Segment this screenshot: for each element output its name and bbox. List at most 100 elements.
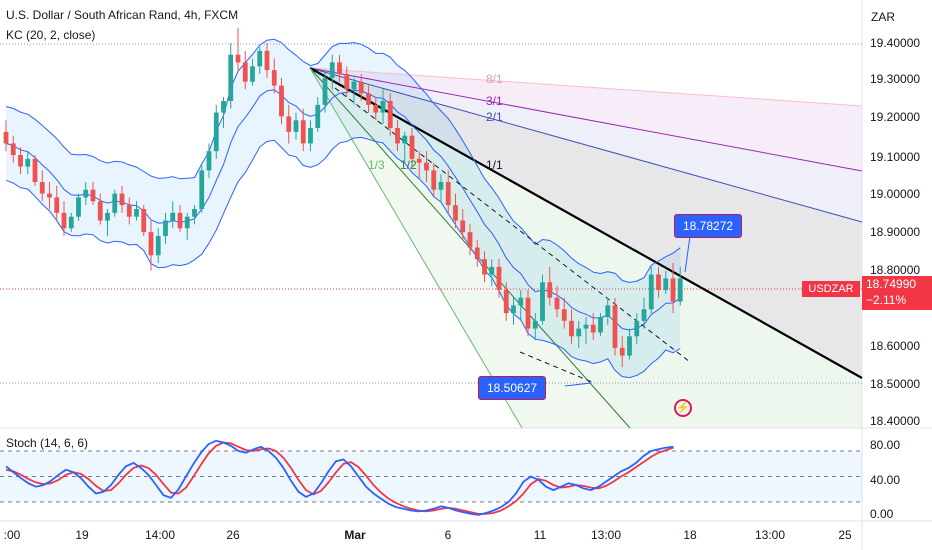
candle-body bbox=[126, 205, 132, 217]
symbol-title: U.S. Dollar / South African Rand, 4h, FX… bbox=[6, 8, 239, 22]
candle-body bbox=[482, 259, 487, 275]
time-tick: 13:00 bbox=[590, 528, 622, 542]
candle-body bbox=[264, 50, 270, 71]
candle-body bbox=[416, 158, 422, 163]
candle-body bbox=[590, 324, 596, 333]
candle-body bbox=[68, 216, 74, 229]
candle-body bbox=[293, 120, 299, 132]
candle-body bbox=[569, 320, 574, 337]
callout-lower-price[interactable]: 18.50627 bbox=[478, 376, 547, 400]
candle-body bbox=[605, 305, 611, 317]
candle-body bbox=[460, 220, 466, 233]
stoch-tick: 40.00 bbox=[870, 473, 901, 487]
candle-body bbox=[329, 62, 335, 78]
stoch-d-line bbox=[5, 441, 674, 515]
stoch-label: Stoch (14, 6, 6) bbox=[6, 436, 89, 450]
candle-body bbox=[627, 336, 632, 356]
candle-body bbox=[25, 158, 31, 167]
time-tick: Mar bbox=[344, 528, 366, 542]
candle-body bbox=[61, 212, 67, 229]
callout-upper-price[interactable]: 18.78272 bbox=[674, 214, 743, 238]
candle-body bbox=[532, 320, 538, 329]
time-tick: 26 bbox=[226, 528, 240, 542]
candle-body bbox=[250, 66, 255, 82]
candle-body bbox=[286, 116, 292, 132]
candle-body bbox=[648, 274, 654, 310]
price-tick: 19.20000 bbox=[870, 110, 921, 124]
candle-body bbox=[177, 212, 183, 229]
candle-body bbox=[503, 290, 509, 314]
candle-body bbox=[598, 317, 603, 333]
fan-zone bbox=[310, 68, 862, 428]
candle-body bbox=[228, 54, 234, 101]
fan-line-3-1 bbox=[309, 67, 863, 172]
candle-body bbox=[489, 266, 495, 275]
candle-body bbox=[641, 309, 647, 321]
time-tick: 11 bbox=[533, 528, 547, 542]
candle-body bbox=[271, 70, 277, 86]
candle-body bbox=[206, 151, 212, 171]
candle-body bbox=[395, 128, 400, 144]
candle-body bbox=[373, 104, 379, 113]
candle-body bbox=[496, 266, 502, 290]
indicator-label: KC (20, 2, close) bbox=[6, 28, 96, 42]
stoch-k-line bbox=[5, 439, 674, 516]
stoch-band bbox=[0, 451, 862, 502]
stoch-tick: 80.00 bbox=[870, 438, 901, 452]
time-tick: 14:00 bbox=[144, 528, 176, 542]
candle-body bbox=[540, 282, 545, 321]
candle-body bbox=[670, 278, 676, 302]
last-price-value: 18.74990 bbox=[866, 277, 917, 291]
candle-body bbox=[380, 101, 386, 113]
keltner-lower bbox=[5, 136, 681, 379]
candle-body bbox=[358, 81, 364, 94]
lightning-icon[interactable]: ⚡ bbox=[674, 399, 692, 417]
fan-line-1-3 bbox=[309, 67, 523, 429]
candle-body bbox=[184, 216, 190, 229]
wedge-upper-line bbox=[334, 87, 691, 363]
candle-body bbox=[235, 54, 241, 63]
candle-body bbox=[18, 155, 23, 167]
candle-body bbox=[134, 209, 139, 217]
price-tick: 18.50000 bbox=[870, 377, 921, 391]
callout-connector bbox=[684, 235, 691, 273]
candle-body bbox=[76, 197, 81, 217]
fan-line-2-1 bbox=[309, 67, 863, 223]
keltner-upper bbox=[5, 38, 681, 284]
candle-body bbox=[337, 62, 342, 74]
candle-body bbox=[308, 128, 313, 144]
candle-body bbox=[453, 205, 458, 221]
price-tick: 18.40000 bbox=[870, 414, 921, 428]
candle-body bbox=[141, 209, 147, 233]
candle-body bbox=[619, 347, 625, 356]
candle-body bbox=[445, 182, 451, 206]
candle-body bbox=[438, 182, 444, 190]
price-change-value: −2.11% bbox=[866, 293, 907, 307]
keltner-basis bbox=[5, 89, 681, 331]
price-tick: 18.80000 bbox=[870, 263, 921, 277]
fan-line-8-1 bbox=[309, 67, 863, 107]
candle-body bbox=[97, 201, 103, 221]
candle-body bbox=[322, 77, 328, 105]
fan-label-3-1: 3/1 bbox=[486, 94, 503, 108]
fan-label-1-1: 1/1 bbox=[486, 158, 503, 172]
price-tick: 18.60000 bbox=[870, 339, 921, 353]
candle-body bbox=[518, 297, 524, 306]
candle-body bbox=[10, 143, 16, 155]
symbol-price-tag: USDZAR bbox=[802, 281, 860, 297]
candle-body bbox=[315, 104, 321, 128]
fan-label-1-3: 1/3 bbox=[368, 158, 385, 172]
candle-body bbox=[576, 328, 582, 337]
candle-body bbox=[199, 170, 205, 209]
candle-body bbox=[583, 324, 589, 329]
price-tick: 19.40000 bbox=[870, 36, 921, 50]
candle-body bbox=[163, 220, 168, 236]
candle-body bbox=[554, 297, 560, 310]
stoch-tick: 0.00 bbox=[870, 507, 894, 521]
candle-body bbox=[54, 197, 60, 213]
candle-body bbox=[612, 305, 618, 348]
candle-body bbox=[32, 158, 38, 182]
candle-body bbox=[387, 101, 393, 128]
candle-body bbox=[90, 189, 96, 202]
